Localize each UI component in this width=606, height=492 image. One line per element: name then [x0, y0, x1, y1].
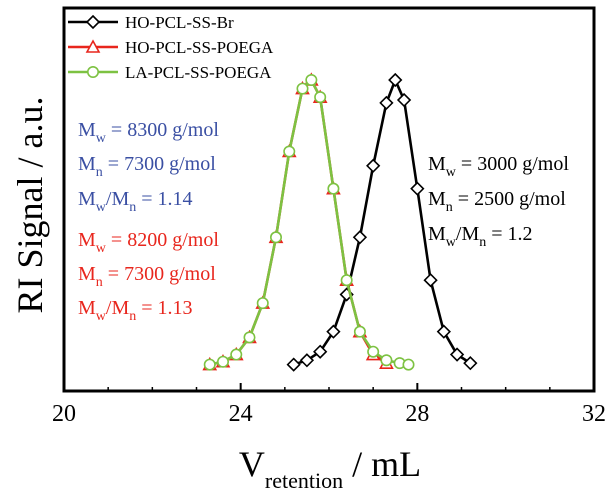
series-HO-PCL-SS-POEGA: [202, 72, 394, 371]
legend-label: HO-PCL-SS-Br: [125, 13, 234, 32]
data-point: [340, 274, 353, 287]
legend-entry: HO-PCL-SS-Br: [68, 13, 234, 32]
data-point: [353, 325, 366, 338]
data-point: [269, 231, 282, 244]
data-point: [402, 358, 415, 371]
x-tick-label: 28: [405, 401, 429, 427]
legend-marker: [85, 39, 101, 53]
data-point: [449, 347, 465, 362]
ticks-layer: 20 24 28 32: [52, 383, 606, 427]
x-tick-label: 32: [582, 401, 606, 427]
series-LA-PCL-SS-POEGA: [203, 74, 415, 371]
data-point: [243, 331, 256, 344]
annotation-text: Mw = 3000 g/mol: [428, 153, 569, 180]
data-point: [352, 230, 368, 245]
annotation-text: Mw = 8300 g/mol: [78, 119, 219, 146]
y-axis-title: RI Signal / a.u.: [10, 97, 50, 314]
data-point: [299, 353, 315, 368]
data-point: [296, 82, 309, 95]
legend-marker: [85, 14, 101, 30]
annotation-text: Mw = 8200 g/mol: [78, 229, 219, 256]
data-point: [436, 324, 451, 339]
legend: HO-PCL-SS-Br HO-PCL-SS-POEGA LA-PCL-SS-POE…: [68, 13, 274, 82]
data-point: [256, 297, 269, 310]
data-point: [379, 95, 394, 111]
annotation-text: Mw/Mn = 1.13: [78, 297, 193, 324]
series-line: [209, 77, 409, 366]
series-HO-PCL-SS-Br: [286, 72, 478, 372]
legend-entry: LA-PCL-SS-POEGA: [68, 63, 272, 82]
x-axis-title: Vretention / mL: [239, 444, 421, 492]
data-point: [217, 355, 230, 368]
series-line: [209, 77, 388, 366]
legend-entry: HO-PCL-SS-POEGA: [68, 38, 274, 57]
annotations: Mw = 8300 g/mol Mn = 7300 g/mol Mw/Mn = 1.…: [78, 119, 569, 324]
annotation-text: Mn = 2500 g/mol: [428, 188, 566, 215]
data-point: [286, 357, 301, 372]
x-axis-title-subscript: retention: [265, 468, 343, 492]
data-point: [326, 324, 341, 339]
data-point: [396, 92, 412, 108]
x-axis-title-unit: / mL: [343, 444, 421, 484]
data-point: [283, 145, 296, 158]
x-tick-label: 24: [229, 401, 253, 427]
annotation-text: Mn = 7300 g/mol: [78, 153, 216, 180]
data-point: [327, 182, 340, 195]
legend-marker: [87, 66, 100, 79]
data-point: [367, 345, 380, 358]
data-point: [305, 74, 318, 87]
annotation-text: Mw/Mn = 1.2: [428, 223, 533, 250]
data-point: [380, 354, 393, 367]
annotation-text: Mn = 7300 g/mol: [78, 263, 216, 290]
data-point: [314, 91, 327, 104]
x-tick-label: 20: [52, 401, 76, 427]
data-point: [463, 356, 478, 371]
data-point: [410, 181, 425, 196]
data-point: [388, 72, 403, 88]
x-axis-title-symbol: V: [239, 444, 265, 484]
legend-label: LA-PCL-SS-POEGA: [125, 63, 272, 82]
data-point: [203, 358, 216, 371]
data-point: [423, 273, 438, 288]
data-point: [366, 158, 381, 173]
data-point: [313, 344, 328, 359]
annotation-text: Mw/Mn = 1.14: [78, 188, 193, 215]
data-point: [230, 348, 243, 361]
series-layer: [202, 72, 478, 372]
legend-label: HO-PCL-SS-POEGA: [125, 38, 274, 57]
